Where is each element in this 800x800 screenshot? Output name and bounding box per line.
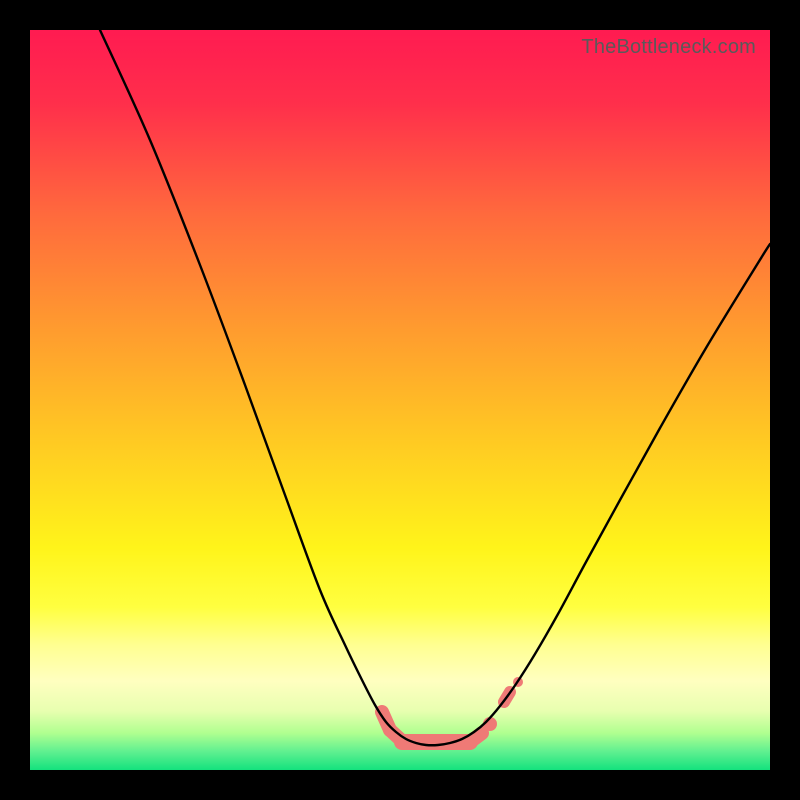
watermark-text: TheBottleneck.com [581, 36, 756, 59]
chart-frame: TheBottleneck.com [0, 0, 800, 800]
bottleneck-curve [100, 30, 770, 745]
marker-cluster [382, 677, 523, 742]
plot-area: TheBottleneck.com [30, 30, 770, 770]
curve-layer [30, 30, 770, 770]
